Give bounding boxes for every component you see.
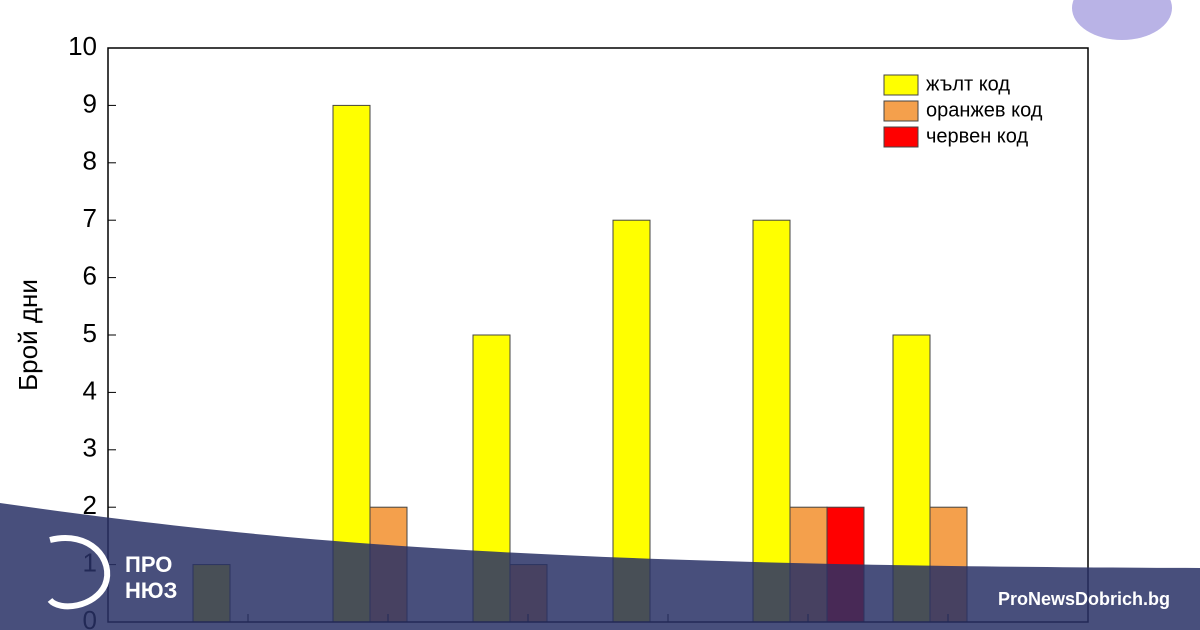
y-tick-label: 7 xyxy=(83,203,97,233)
y-tick-label: 4 xyxy=(83,375,97,405)
legend-label: оранжев код xyxy=(926,99,1043,121)
brand-logo-mark xyxy=(47,535,111,610)
y-tick-label: 10 xyxy=(68,31,97,61)
brand-logo-top: ПРО xyxy=(125,552,172,577)
y-tick-label: 3 xyxy=(83,433,97,463)
y-tick-label: 5 xyxy=(83,318,97,348)
y-tick-label: 6 xyxy=(83,260,97,290)
legend-label: жълт код xyxy=(926,73,1010,95)
y-axis-label: Брой дни xyxy=(13,279,43,391)
corner-logo xyxy=(1072,0,1172,40)
bar xyxy=(612,219,651,623)
bar xyxy=(332,104,371,623)
y-tick-label: 8 xyxy=(83,146,97,176)
bar xyxy=(752,219,791,623)
brand-logo-bottom: НЮЗ xyxy=(125,578,177,603)
brand-overlay xyxy=(0,503,1200,630)
legend-swatch xyxy=(883,74,919,96)
legend: жълт код оранжев код червен код xyxy=(883,73,1043,148)
brand-site: ProNewsDobrich.bg xyxy=(998,589,1170,609)
legend-swatch xyxy=(883,100,919,122)
y-tick-label: 2 xyxy=(83,490,97,520)
legend-label: червен код xyxy=(926,125,1028,147)
y-tick-label: 9 xyxy=(83,88,97,118)
legend-swatch xyxy=(883,126,919,148)
